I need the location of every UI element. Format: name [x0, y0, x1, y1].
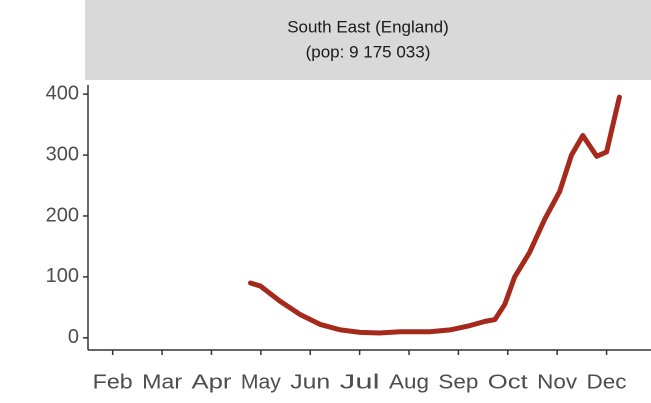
x-tick-label: Aug: [389, 371, 429, 393]
facet-strip: [85, 0, 651, 80]
x-tick-label: Apr: [191, 371, 231, 393]
x-tick-label: Mar: [142, 371, 182, 393]
x-tick-label: Feb: [93, 371, 133, 393]
y-tick-label: 200: [46, 204, 79, 226]
x-tick-label: Jun: [290, 371, 330, 393]
x-tick-label: May: [241, 371, 281, 393]
x-tick-label: Oct: [488, 371, 529, 393]
y-tick-label: 0: [68, 326, 79, 348]
y-tick-label: 300: [46, 143, 79, 165]
line-series: [247, 94, 622, 336]
x-tick-label: Dec: [587, 371, 627, 393]
chart-title: South East (England): [287, 17, 449, 36]
y-tick-label: 400: [46, 82, 79, 104]
y-tick-label: 100: [46, 265, 79, 287]
chart-subtitle: (pop: 9 175 033): [306, 42, 431, 61]
x-tick-label: Jul: [340, 371, 380, 393]
x-tick-label: Nov: [537, 371, 577, 393]
x-tick-label: Sep: [438, 371, 478, 393]
